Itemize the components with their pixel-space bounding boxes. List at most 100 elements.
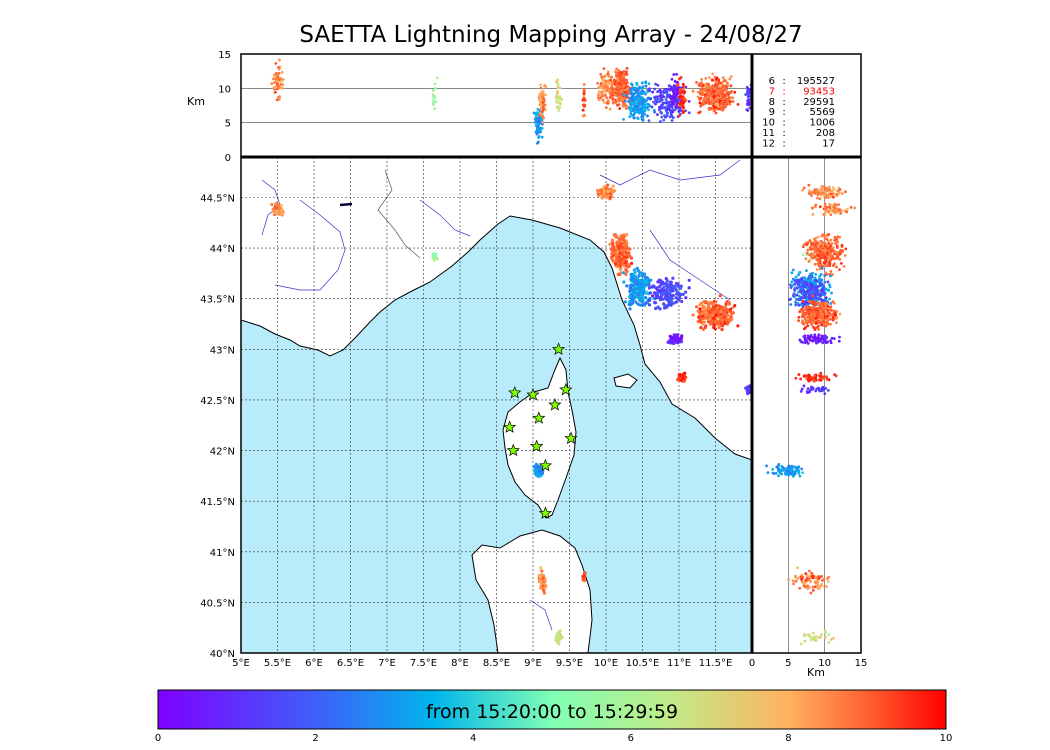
lightning-source (661, 280, 665, 284)
lightning-source-side (798, 270, 801, 274)
lightning-source-side (790, 271, 794, 275)
lightning-source (704, 306, 708, 310)
lightning-source-altitude (716, 100, 720, 104)
lightning-source-altitude (697, 111, 701, 115)
lightning-source-side (816, 579, 820, 583)
lightning-source-altitude (619, 98, 623, 102)
lightning-source (536, 472, 540, 476)
lightning-source-side (826, 314, 829, 318)
lightning-source-altitude (636, 89, 639, 92)
lightning-source-side (801, 244, 805, 248)
lightning-source-side (802, 186, 806, 190)
lightning-source-altitude (433, 86, 437, 90)
lightning-source-side (826, 280, 830, 284)
lightning-source-altitude (557, 97, 561, 101)
lightning-source-side (792, 582, 795, 586)
lightning-source-side (796, 566, 799, 570)
lightning-source (726, 302, 730, 306)
lightning-source-altitude (616, 91, 620, 95)
lightning-source (647, 303, 652, 307)
lightning-source (661, 291, 666, 295)
lightning-source (678, 286, 682, 290)
lightning-source-side (806, 387, 810, 390)
lightning-source-side (808, 633, 811, 637)
lightning-source-side (816, 193, 820, 197)
lightning-source-side (812, 311, 815, 315)
lightning-source (728, 319, 732, 323)
lightning-source (538, 579, 542, 583)
lightning-source (537, 465, 542, 469)
lightning-source-side (772, 472, 776, 475)
lightning-source-altitude (655, 98, 659, 102)
lightning-source-side (840, 209, 843, 213)
lightning-source-altitude (713, 106, 717, 109)
lightning-source-altitude (556, 78, 560, 82)
station-star-icon (529, 439, 544, 453)
lightning-source (672, 301, 676, 305)
lightning-source (581, 577, 585, 581)
lightning-source-side (819, 309, 823, 313)
lightning-source-altitude (599, 72, 603, 76)
lightning-source-altitude (699, 104, 703, 108)
lightning-source-altitude (729, 100, 732, 103)
lightning-source-side (816, 243, 820, 246)
lightning-source-side (820, 334, 824, 338)
lightning-source-side (790, 280, 794, 284)
lightning-source-altitude (704, 85, 707, 89)
lightning-source-side (835, 265, 838, 269)
lon-tick-label: 8.5°E (483, 658, 510, 669)
lightning-source-side (832, 210, 836, 214)
lightning-source (641, 302, 645, 307)
lightning-source (691, 313, 695, 317)
station-count-sep: : (782, 107, 785, 118)
lightning-source-side (813, 205, 817, 209)
lightning-source-altitude (699, 96, 703, 100)
lightning-source (619, 267, 623, 272)
lightning-source (699, 301, 704, 305)
lightning-source-altitude (617, 71, 621, 75)
station-star-icon (508, 385, 522, 399)
lightning-source-altitude (723, 97, 727, 101)
lightning-source-altitude (554, 96, 558, 100)
station-star-icon (506, 443, 520, 457)
lightning-source-side (798, 310, 802, 314)
lightning-source (619, 262, 623, 266)
lightning-source-side (814, 296, 818, 300)
lightning-source-altitude (675, 87, 679, 91)
lightning-source-side (825, 318, 829, 322)
lightning-source (625, 248, 630, 252)
lightning-source-side (813, 301, 817, 305)
lightning-source (637, 274, 641, 278)
lightning-source-side (814, 273, 818, 276)
lightning-source-side (806, 289, 810, 293)
lightning-source-altitude (543, 84, 547, 88)
lightning-source-side (793, 282, 797, 286)
lightning-source-side (822, 376, 826, 380)
lightning-source-side (816, 586, 820, 590)
lightning-source-altitude (629, 91, 633, 95)
lightning-source-altitude (678, 87, 682, 91)
lightning-source-side (806, 306, 810, 310)
lightning-source-side (777, 474, 780, 478)
lightning-source-side (832, 195, 835, 199)
lightning-source-altitude (625, 104, 629, 108)
lightning-source (733, 303, 737, 308)
lightning-source-side (824, 260, 828, 263)
lightning-source (630, 301, 635, 305)
lightning-source-altitude (624, 82, 628, 86)
lightning-source-side (800, 307, 804, 311)
lightning-source-side (785, 467, 788, 471)
lightning-source-side (833, 262, 836, 266)
lightning-source-altitude (611, 91, 614, 95)
lightning-source (615, 258, 619, 262)
lightning-source (617, 245, 621, 250)
lightning-source-altitude (661, 103, 665, 106)
lightning-source-side (841, 249, 845, 253)
lightning-source-side (789, 472, 793, 475)
lightning-source-side (797, 303, 801, 307)
lightning-source-side (838, 312, 842, 316)
lightning-source-side (826, 580, 830, 583)
lightning-source (637, 279, 642, 283)
lightning-source-altitude (541, 110, 544, 114)
lightning-source-altitude (277, 67, 281, 71)
